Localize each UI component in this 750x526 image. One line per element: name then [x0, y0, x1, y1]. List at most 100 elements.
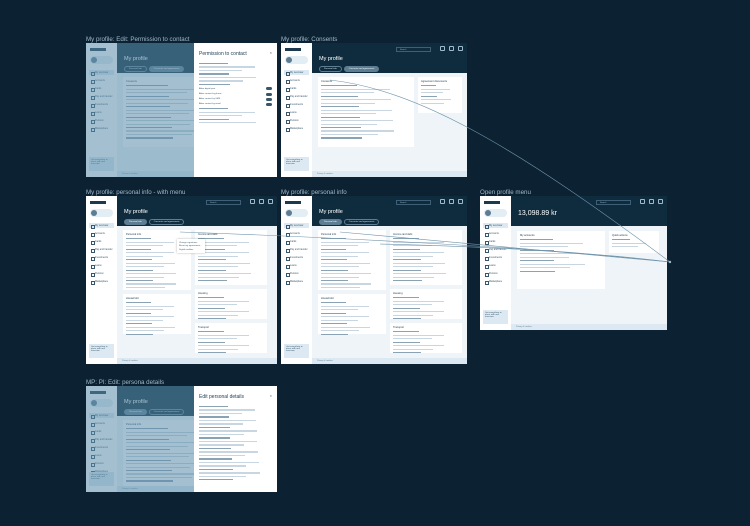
promo-banner[interactable]: Get everything in place with one overvie…	[89, 344, 114, 358]
text-placeholder	[126, 266, 164, 268]
header-icon[interactable]	[259, 199, 264, 204]
sidebar-item[interactable]: My overview	[89, 223, 114, 229]
header-icon[interactable]	[449, 199, 454, 204]
sidebar-item[interactable]: Pension	[284, 118, 309, 124]
bank-logo	[285, 48, 301, 51]
sidebar-item[interactable]: Loans	[284, 263, 309, 269]
search-input[interactable]: Search	[596, 200, 631, 205]
sidebar-item[interactable]: Investments	[483, 255, 508, 261]
header-icon[interactable]	[440, 46, 445, 51]
sidebar: My overview Accounts Cards Pay and transfer…	[86, 196, 117, 364]
search-input[interactable]: Search	[206, 200, 241, 205]
close-icon[interactable]: ×	[269, 50, 272, 55]
header-icon[interactable]	[458, 46, 463, 51]
sidebar-item[interactable]: Pension	[89, 271, 114, 277]
sidebar-item[interactable]: Loans	[483, 263, 508, 269]
tab-1[interactable]: Consents and agreements	[343, 219, 380, 225]
text-placeholder	[321, 109, 393, 111]
tab-0[interactable]: Personal info	[319, 219, 342, 225]
sidebar-item[interactable]: Accounts	[284, 78, 309, 84]
sidebar-item[interactable]: Marketplace	[284, 279, 309, 285]
sidebar-item[interactable]: Investments	[284, 255, 309, 261]
text-placeholder	[198, 341, 226, 343]
search-input[interactable]: Search	[396, 47, 431, 52]
tab-1[interactable]: Consents and agreements	[343, 66, 380, 72]
profile-avatar-button[interactable]	[90, 209, 113, 217]
sidebar-item[interactable]: Loans	[284, 110, 309, 116]
sidebar-item[interactable]: Accounts	[483, 231, 508, 237]
header-icon[interactable]	[440, 199, 445, 204]
modal-backdrop[interactable]	[86, 386, 194, 492]
close-icon[interactable]: ×	[269, 393, 272, 398]
content-area: My accounts Quick actions	[511, 226, 667, 330]
menu-item[interactable]: Change signatures	[179, 241, 198, 244]
sidebar-item[interactable]: Pay and transfer	[483, 247, 508, 253]
sidebar-item[interactable]: My overview	[483, 223, 508, 229]
promo-banner[interactable]: Get everything in place with one overvie…	[284, 344, 309, 358]
footer-link[interactable]: Privacy & cookies	[117, 358, 277, 364]
text-placeholder	[198, 345, 250, 347]
header-icon[interactable]	[458, 199, 463, 204]
header-icon[interactable]	[658, 199, 663, 204]
text-placeholder	[199, 66, 256, 68]
toggle-switch[interactable]	[266, 97, 272, 101]
frame-title[interactable]: My profile: personal info - with menu	[86, 189, 186, 196]
card-housing: Housing	[195, 289, 267, 320]
sidebar-item[interactable]: Investments	[284, 102, 309, 108]
text-placeholder	[199, 423, 243, 425]
header-icon[interactable]	[250, 199, 255, 204]
sidebar-item[interactable]: My overview	[284, 223, 309, 229]
sidebar-item[interactable]: Pay and transfer	[284, 247, 309, 253]
sidebar-item[interactable]: Pay and transfer	[284, 94, 309, 100]
sidebar-item[interactable]: Cards	[284, 86, 309, 92]
header-icon[interactable]	[268, 199, 273, 204]
profile-avatar-button[interactable]	[285, 209, 308, 217]
sidebar-item[interactable]: Cards	[284, 239, 309, 245]
sidebar-item[interactable]: Accounts	[89, 231, 114, 237]
frame-title[interactable]: MP: PI: Edit: persona details	[86, 379, 165, 386]
menu-item[interactable]: Reset my agreements	[179, 245, 201, 247]
sidebar-item[interactable]: Marketplace	[284, 126, 309, 132]
promo-banner[interactable]: Get everything in place with one overvie…	[284, 157, 309, 171]
sidebar-item[interactable]: Pension	[284, 271, 309, 277]
sidebar-item[interactable]: My overview	[284, 70, 309, 76]
sidebar-item[interactable]: Marketplace	[483, 279, 508, 285]
text-placeholder	[321, 259, 348, 261]
footer-link[interactable]: Privacy & cookies	[511, 324, 667, 330]
header-icon[interactable]	[649, 199, 654, 204]
profile-avatar-button[interactable]	[484, 209, 507, 217]
toggle-switch[interactable]	[266, 87, 272, 91]
tab-0[interactable]: Personal info	[319, 66, 342, 72]
sidebar-item[interactable]: Cards	[483, 239, 508, 245]
text-placeholder	[321, 123, 377, 125]
frame-title[interactable]: Open profile menu	[480, 189, 531, 196]
tab-1[interactable]: Consents and agreements	[148, 219, 185, 225]
side-drawer: Permission to contact × Allow digital post…	[194, 43, 277, 177]
frame-title[interactable]: My profile: Edit: Permission to contact	[86, 36, 190, 43]
footer-link[interactable]: Privacy & cookies	[312, 171, 467, 177]
menu-item[interactable]: Digital mailbox	[179, 248, 194, 251]
text-placeholder	[198, 331, 225, 333]
promo-banner[interactable]: Get everything in place with one overvie…	[483, 310, 508, 324]
frame-title[interactable]: My profile: personal info	[281, 189, 347, 196]
sidebar-item[interactable]: Investments	[89, 255, 114, 261]
sidebar-item[interactable]: Marketplace	[89, 279, 114, 285]
modal-backdrop[interactable]	[86, 43, 194, 177]
tab-0[interactable]: Personal info	[124, 219, 147, 225]
sidebar-item[interactable]: Loans	[89, 263, 114, 269]
footer-link[interactable]: Privacy & cookies	[312, 358, 467, 364]
sidebar-item[interactable]: Cards	[89, 239, 114, 245]
text-placeholder	[321, 116, 360, 118]
toggle-switch[interactable]	[266, 92, 272, 96]
profile-avatar-button[interactable]	[285, 56, 308, 64]
search-input[interactable]: Search	[396, 200, 431, 205]
frame-title[interactable]: My profile: Consents	[281, 36, 338, 43]
header-icon[interactable]	[449, 46, 454, 51]
header-icon[interactable]	[640, 199, 645, 204]
text-placeholder	[421, 88, 451, 90]
toggle-switch[interactable]	[266, 102, 272, 106]
text-placeholder	[126, 252, 175, 254]
sidebar-item[interactable]: Pay and transfer	[89, 247, 114, 253]
text-placeholder	[321, 309, 358, 311]
sidebar-item[interactable]: Pension	[483, 271, 508, 277]
